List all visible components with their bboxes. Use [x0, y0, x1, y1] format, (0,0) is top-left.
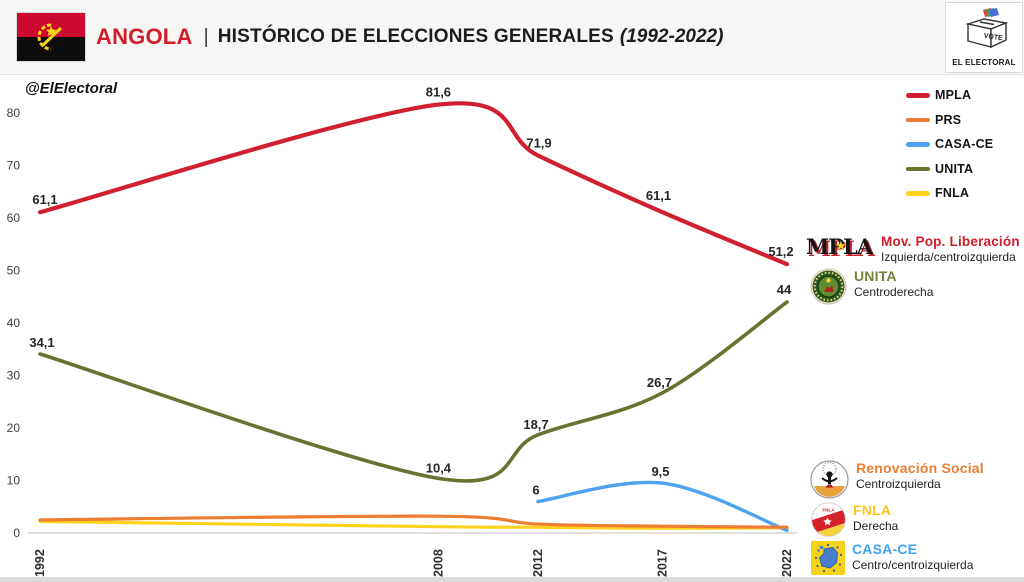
y-tick-label: 40: [7, 316, 21, 330]
prs-logo: [810, 460, 849, 499]
party-orientation: Centro/centroizquierda: [852, 558, 974, 572]
bottom-edge-strip: [0, 577, 1024, 582]
series-line-unita: [38, 300, 789, 483]
data-label-mpla: 81,6: [426, 85, 451, 100]
mpla-logo: MPLA ★: [806, 234, 873, 259]
x-tick-label: 2012: [531, 549, 545, 577]
chart-legend: MPLA PRS CASA-CE UNITA FNLA: [906, 83, 993, 206]
el-electoral-logo: VOTE EL ELECTORAL: [945, 2, 1023, 73]
mpla-line-swatch: [906, 93, 930, 98]
fnla-line-swatch: [906, 191, 930, 196]
legend-item-unita: UNITA: [906, 157, 993, 182]
party-name: Mov. Pop. Liberación: [881, 234, 1020, 249]
party-orientation: Centroderecha: [854, 285, 934, 299]
party-name: UNITA: [854, 268, 897, 284]
party-orientation: Centroizquierda: [856, 477, 941, 491]
data-label-unita: 44: [777, 282, 792, 297]
y-tick-label: 50: [7, 264, 21, 278]
casa-ce-line-swatch: [906, 142, 930, 147]
data-label-mpla: 61,1: [32, 192, 57, 207]
series-line-fnla: [38, 519, 789, 530]
star-icon: ★: [835, 238, 847, 253]
party-name: Renovación Social: [856, 460, 984, 476]
party-card-casa-ce: CASA-CE Centro/centroizquierda: [811, 541, 973, 575]
svg-text:FNLA: FNLA: [822, 508, 835, 513]
watermark-handle: @ElElectoral: [25, 80, 118, 97]
legend-item-mpla: MPLA: [906, 83, 993, 108]
brand-name: EL ELECTORAL: [952, 58, 1016, 67]
angola-flag-icon: [17, 13, 85, 61]
title-country: ANGOLA: [96, 24, 193, 49]
legend-item-casa-ce: CASA-CE: [906, 132, 993, 157]
y-tick-label: 60: [7, 211, 21, 225]
data-label-unita: 34,1: [29, 335, 54, 350]
data-label-casa-ce: 6: [532, 483, 539, 498]
unita-line-swatch: [906, 166, 930, 171]
title-separator: |: [203, 25, 209, 48]
header-bar: ANGOLA | HISTÓRICO DE ELECCIONES GENERAL…: [0, 0, 1024, 75]
fnla-logo: FNLA: [811, 502, 846, 537]
unita-logo: [810, 268, 847, 305]
party-card-fnla: FNLA FNLA Derecha: [811, 502, 898, 537]
legend-item-fnla: FNLA: [906, 181, 993, 206]
series-line-casa-ce: [536, 480, 789, 533]
y-tick-label: 20: [7, 421, 21, 435]
y-tick-label: 80: [7, 106, 21, 120]
y-tick-label: 0: [13, 526, 20, 540]
x-tick-label: 2008: [431, 549, 445, 577]
party-card-unita: UNITA Centroderecha: [810, 268, 933, 305]
party-orientation: Izquierda/centroizquierda: [881, 250, 1016, 264]
y-tick-label: 10: [7, 474, 21, 488]
data-label-mpla: 61,1: [646, 188, 671, 203]
svg-text:VOTE: VOTE: [983, 33, 1003, 43]
y-tick-label: 70: [7, 159, 21, 173]
casa-ce-logo: [811, 541, 845, 575]
data-label-mpla: 71,9: [526, 136, 551, 151]
y-tick-label: 30: [7, 369, 21, 383]
party-name: CASA-CE: [852, 541, 918, 557]
legend-item-prs: PRS: [906, 108, 993, 133]
prs-line-swatch: [906, 117, 930, 122]
x-tick-label: 2017: [656, 549, 670, 577]
ballot-box-icon: VOTE: [965, 8, 1009, 49]
party-card-mpla: MPLA ★ Mov. Pop. Liberación Izquierda/ce…: [806, 234, 1020, 264]
party-card-prs: Renovación Social Centroizquierda: [810, 460, 984, 499]
party-orientation: Derecha: [853, 519, 899, 533]
series-line-prs: [38, 514, 789, 529]
title-years: (1992-2022): [619, 26, 724, 47]
title-main: HISTÓRICO DE ELECCIONES GENERALES: [217, 26, 614, 47]
series-line-mpla: [37, 101, 790, 267]
x-tick-label: 1992: [33, 549, 47, 577]
data-label-casa-ce: 9,5: [651, 464, 669, 479]
data-label-unita: 18,7: [523, 417, 548, 432]
x-tick-label: 2022: [780, 549, 794, 577]
data-label-mpla: 51,2: [768, 244, 793, 259]
page-title: ANGOLA | HISTÓRICO DE ELECCIONES GENERAL…: [96, 0, 723, 74]
data-label-unita: 26,7: [647, 375, 672, 390]
party-name: FNLA: [853, 502, 892, 518]
data-label-unita: 10,4: [426, 460, 452, 475]
